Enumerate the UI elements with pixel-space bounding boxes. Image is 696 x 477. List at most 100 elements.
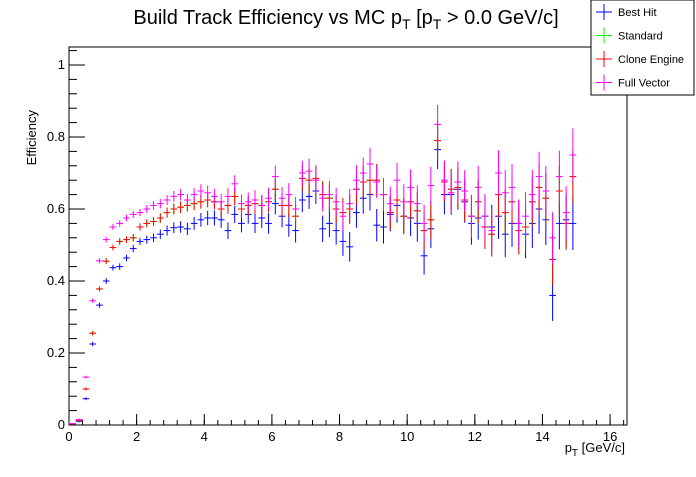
y-tick-label: 0.8 bbox=[47, 129, 65, 144]
y-tick-label: 0.6 bbox=[47, 201, 65, 216]
data-point bbox=[123, 236, 130, 243]
data-point bbox=[501, 169, 509, 216]
data-point bbox=[82, 397, 90, 401]
data-point bbox=[116, 220, 124, 227]
data-point bbox=[109, 244, 117, 251]
data-point bbox=[312, 167, 320, 194]
legend-label: Full Vector bbox=[618, 78, 670, 90]
data-point bbox=[386, 186, 394, 221]
data-point bbox=[197, 212, 205, 227]
y-tick-label: 0.4 bbox=[47, 273, 65, 288]
data-point bbox=[96, 286, 103, 292]
data-point bbox=[204, 210, 212, 226]
x-tick-label: 14 bbox=[535, 429, 549, 444]
data-point bbox=[305, 158, 313, 184]
data-point bbox=[190, 188, 198, 202]
data-point bbox=[89, 331, 97, 336]
data-point bbox=[150, 233, 157, 243]
legend: Best Hit Standard Clone Engine Full Vector bbox=[590, 0, 695, 96]
data-point bbox=[123, 254, 130, 262]
data-point bbox=[163, 194, 171, 206]
data-point bbox=[96, 258, 103, 264]
data-point bbox=[136, 223, 144, 231]
data-point bbox=[285, 183, 293, 207]
legend-item: Clone Engine bbox=[596, 51, 684, 67]
data-point bbox=[339, 227, 347, 256]
data-point bbox=[562, 186, 570, 239]
data-point bbox=[508, 164, 516, 211]
data-point bbox=[569, 196, 577, 251]
data-point bbox=[461, 170, 469, 212]
data-point bbox=[136, 209, 144, 217]
data-point bbox=[413, 185, 421, 222]
data-point bbox=[109, 224, 117, 230]
y-tick-label: 1 bbox=[58, 57, 65, 72]
data-point bbox=[190, 216, 198, 230]
series-clone-engine bbox=[69, 121, 577, 425]
data-point bbox=[82, 375, 90, 379]
data-point bbox=[156, 213, 164, 223]
data-point bbox=[136, 237, 144, 245]
title-main: Build Track Efficiency vs MC p bbox=[133, 7, 402, 29]
data-point bbox=[150, 201, 157, 210]
data-point bbox=[373, 209, 381, 242]
data-point bbox=[346, 232, 354, 262]
data-point bbox=[447, 172, 455, 213]
data-point bbox=[420, 204, 428, 243]
data-point bbox=[495, 150, 502, 196]
data-point bbox=[163, 225, 171, 236]
data-points bbox=[69, 104, 577, 425]
data-point bbox=[224, 222, 232, 239]
data-point bbox=[454, 161, 462, 203]
data-point bbox=[217, 193, 225, 210]
x-label-sub: T bbox=[572, 448, 578, 459]
data-point bbox=[535, 151, 543, 202]
data-point bbox=[143, 205, 151, 213]
series-best-hit bbox=[69, 130, 577, 425]
series-full-vector bbox=[69, 104, 577, 425]
data-point bbox=[89, 341, 97, 347]
data-point bbox=[163, 207, 171, 218]
data-point bbox=[82, 387, 90, 391]
data-point bbox=[292, 197, 299, 221]
data-point bbox=[102, 258, 110, 265]
data-point bbox=[156, 198, 164, 209]
data-point bbox=[400, 184, 408, 220]
data-point bbox=[353, 165, 360, 196]
data-point bbox=[231, 175, 239, 193]
legend-label: Clone Engine bbox=[618, 54, 684, 66]
data-point bbox=[197, 184, 205, 198]
data-point bbox=[170, 222, 178, 234]
data-point bbox=[156, 229, 164, 239]
data-point bbox=[366, 148, 374, 180]
data-point bbox=[143, 235, 151, 244]
x-tick-label: 2 bbox=[133, 429, 140, 444]
data-point bbox=[468, 194, 475, 238]
y-axis-label: Efficiency bbox=[24, 110, 39, 166]
data-point bbox=[285, 213, 293, 237]
data-point bbox=[129, 210, 137, 218]
data-point bbox=[427, 200, 435, 239]
x-tick-label: 10 bbox=[400, 429, 414, 444]
data-point bbox=[251, 213, 259, 234]
data-point bbox=[319, 215, 327, 243]
data-point bbox=[204, 185, 212, 200]
legend-label: Standard bbox=[618, 31, 663, 43]
data-point bbox=[116, 263, 124, 270]
data-point bbox=[515, 199, 523, 248]
series-standard bbox=[69, 121, 577, 425]
data-point bbox=[224, 188, 232, 205]
data-point bbox=[359, 157, 367, 189]
x-tick-label: 0 bbox=[65, 429, 72, 444]
data-point bbox=[326, 209, 333, 238]
data-point bbox=[278, 187, 286, 210]
data-point bbox=[522, 192, 529, 241]
data-point bbox=[271, 165, 279, 188]
data-point bbox=[332, 187, 340, 216]
axes: 0 2 4 6 8 10 12 14 16 0 0.2 0.4 0.6 0.8 1 bbox=[47, 50, 625, 444]
data-point bbox=[339, 201, 347, 231]
x-tick-label: 6 bbox=[268, 429, 275, 444]
data-point bbox=[265, 212, 272, 234]
data-point bbox=[474, 165, 482, 209]
data-point bbox=[116, 238, 124, 245]
